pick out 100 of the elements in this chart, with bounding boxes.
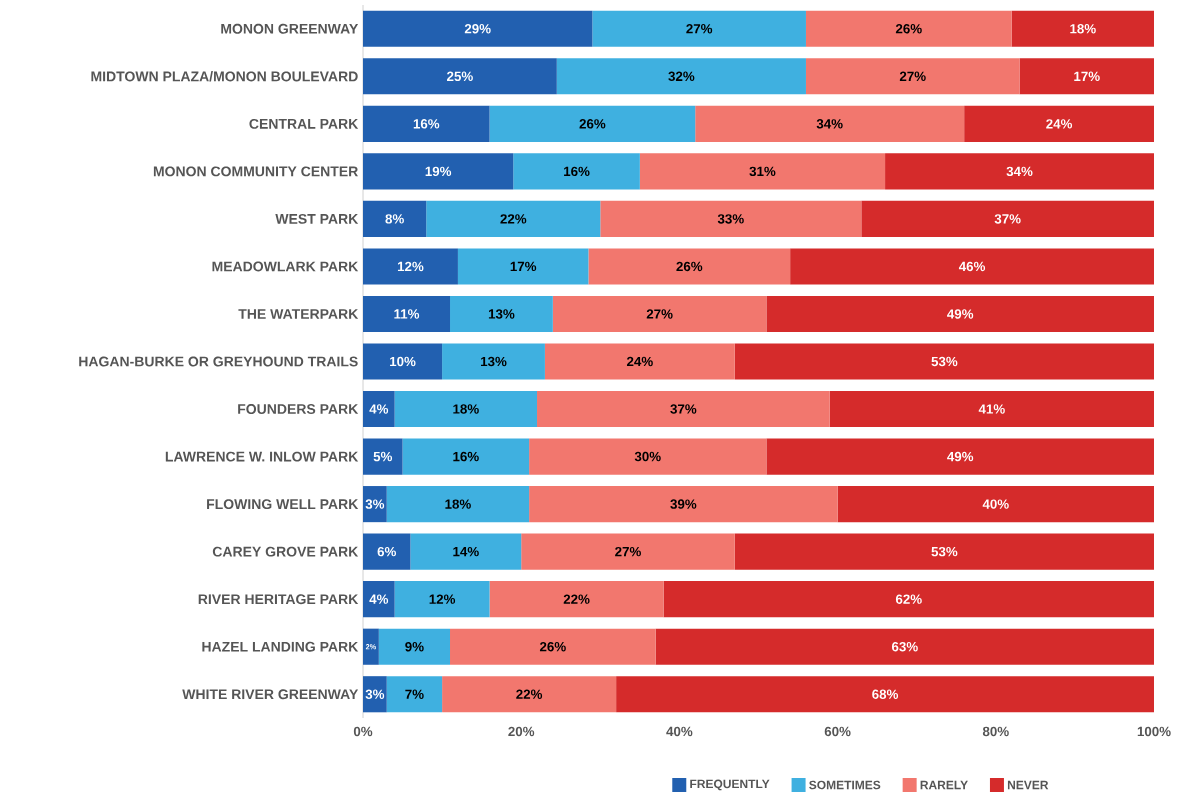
data-label: 22% xyxy=(563,594,590,604)
data-label: 10% xyxy=(390,356,416,367)
bar xyxy=(790,248,1154,285)
y-tick-label: MONON GREENWAY xyxy=(221,23,359,34)
data-label: 12% xyxy=(397,261,424,272)
data-label: 6% xyxy=(377,546,397,557)
y-tick-label: LAWRENCE W. INLOW PARK xyxy=(165,451,359,462)
legend-label: FREQUENTLY xyxy=(690,779,770,791)
data-label: 17% xyxy=(1074,71,1100,81)
data-label: 49% xyxy=(947,309,974,319)
data-label: 9% xyxy=(405,641,424,652)
x-tick-label: 40% xyxy=(666,726,693,737)
data-label: 26% xyxy=(676,261,703,272)
bar xyxy=(410,533,522,570)
bar xyxy=(537,390,830,428)
data-label: 37% xyxy=(994,214,1021,224)
data-label: 12% xyxy=(429,594,456,604)
bar xyxy=(363,58,557,95)
bar xyxy=(386,486,530,523)
legend-label: NEVER xyxy=(1007,780,1049,790)
data-label: 24% xyxy=(1046,119,1073,129)
y-tick-label: CENTRAL PARK xyxy=(249,118,359,129)
bar xyxy=(394,581,490,618)
bar xyxy=(600,200,862,237)
data-label: 26% xyxy=(539,641,566,652)
bar xyxy=(556,58,806,95)
data-label: 25% xyxy=(447,71,473,82)
data-label: 22% xyxy=(516,689,543,699)
bar xyxy=(766,295,1154,333)
data-label: 16% xyxy=(453,451,479,462)
bar xyxy=(363,153,514,190)
y-tick-label: HAGAN-BURKE OR GREYHOUND TRAILS xyxy=(79,356,358,367)
bar xyxy=(442,343,545,380)
bar xyxy=(521,533,735,570)
bar xyxy=(363,486,387,523)
data-label: 3% xyxy=(365,689,385,699)
bar xyxy=(588,248,791,285)
x-tick-label: 100% xyxy=(1137,726,1171,737)
y-tick-label: WHITE RIVER GREENWAY xyxy=(182,689,359,700)
data-label: 26% xyxy=(895,24,922,34)
y-tick-label: THE WATERPARK xyxy=(238,309,359,319)
bar xyxy=(695,105,965,142)
bar xyxy=(363,248,458,285)
data-label: 13% xyxy=(488,309,515,319)
data-label: 26% xyxy=(579,119,606,129)
y-tick-label: MONON COMMUNITY CENTER xyxy=(153,166,358,177)
bar xyxy=(837,486,1154,523)
data-label: 19% xyxy=(425,166,452,177)
x-tick-label: 60% xyxy=(824,726,851,737)
y-tick-label: HAZEL LANDING PARK xyxy=(202,641,359,652)
bar xyxy=(766,438,1154,475)
bar xyxy=(829,390,1154,428)
bar xyxy=(386,676,443,713)
bar xyxy=(363,390,395,428)
data-label: 49% xyxy=(947,451,974,462)
data-label: 63% xyxy=(891,641,918,652)
bar xyxy=(363,343,443,380)
data-label: 5% xyxy=(373,451,393,462)
bar xyxy=(1019,58,1154,95)
data-label: 62% xyxy=(895,594,922,604)
data-label: 4% xyxy=(369,594,389,604)
bar xyxy=(885,153,1154,190)
bar xyxy=(363,581,395,618)
data-label: 16% xyxy=(413,119,440,129)
data-label: 7% xyxy=(405,689,424,699)
bar xyxy=(426,200,601,237)
data-label: 68% xyxy=(872,689,899,699)
data-label: 41% xyxy=(978,404,1005,414)
x-tick-label: 20% xyxy=(508,726,535,737)
bar xyxy=(363,105,490,142)
bar xyxy=(363,295,451,333)
bar xyxy=(544,343,735,380)
data-label: 4% xyxy=(369,404,389,414)
data-label: 53% xyxy=(931,546,958,557)
data-label: 16% xyxy=(564,166,590,177)
bar xyxy=(529,438,767,475)
y-tick-label: CAREY GROVE PARK xyxy=(212,546,359,557)
y-tick-label: FLOWING WELL PARK xyxy=(207,499,359,510)
bar xyxy=(734,533,1154,570)
bar xyxy=(655,628,1154,665)
bar xyxy=(489,105,696,142)
bar xyxy=(363,438,403,475)
legend-label: RARELY xyxy=(920,780,968,790)
data-label: 40% xyxy=(982,499,1009,509)
y-tick-label: FOUNDERS PARK xyxy=(238,404,359,415)
bar xyxy=(363,533,411,570)
bar xyxy=(363,200,427,237)
bar xyxy=(363,10,593,47)
data-label: 53% xyxy=(931,356,958,367)
bar xyxy=(1011,10,1154,47)
data-label: 29% xyxy=(464,24,491,34)
bar xyxy=(552,295,767,333)
bar xyxy=(964,105,1154,142)
bar xyxy=(378,628,451,665)
bar xyxy=(450,295,553,333)
bar xyxy=(402,438,530,475)
bar xyxy=(663,581,1154,618)
data-label: 27% xyxy=(899,71,926,82)
data-label: 24% xyxy=(626,356,653,367)
data-label: 18% xyxy=(453,404,479,414)
